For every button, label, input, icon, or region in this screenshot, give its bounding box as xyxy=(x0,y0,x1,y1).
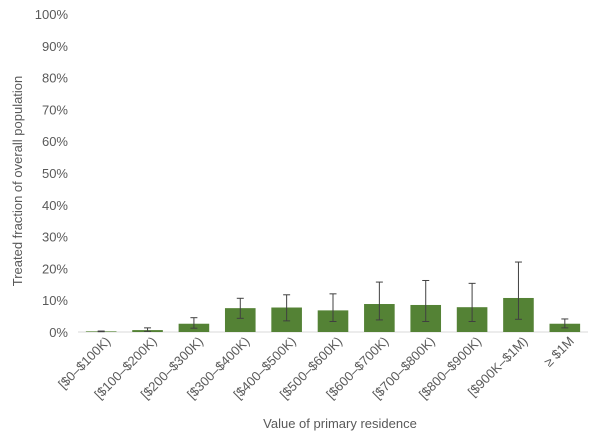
y-axis-title: Treated fraction of overall population xyxy=(10,76,25,287)
error-bar xyxy=(236,297,244,319)
error-bar xyxy=(375,281,383,321)
error-bar xyxy=(190,317,198,329)
bar xyxy=(224,308,256,332)
y-tick-label: 10% xyxy=(42,293,68,308)
x-axis-ticks: [$0–$100K)[$100–$200K)[$200–$300K)[$300–… xyxy=(55,334,577,402)
y-tick-label: 50% xyxy=(42,166,68,181)
error-bar xyxy=(97,330,105,333)
error-bar xyxy=(514,261,522,320)
error-bar xyxy=(283,294,291,322)
y-tick-label: 0% xyxy=(49,325,68,340)
error-bars xyxy=(97,261,569,333)
x-axis-title: Value of primary residence xyxy=(263,416,417,431)
error-bar xyxy=(422,279,430,323)
y-axis-ticks: 0% 10% 20% 30% 40% 50% 60% 70% 80% 90% 100% xyxy=(35,7,69,340)
error-bar xyxy=(561,318,569,329)
y-tick-label: 70% xyxy=(42,102,68,117)
x-tick-label: ≥ $1M xyxy=(541,334,577,370)
error-bar xyxy=(144,327,152,332)
error-bar xyxy=(468,282,476,323)
y-tick-label: 20% xyxy=(42,261,68,276)
error-bar xyxy=(329,293,337,323)
y-tick-label: 90% xyxy=(42,39,68,54)
y-tick-label: 60% xyxy=(42,134,68,149)
y-tick-label: 100% xyxy=(35,7,69,22)
y-tick-label: 30% xyxy=(42,230,68,245)
y-tick-label: 40% xyxy=(42,198,68,213)
y-tick-label: 80% xyxy=(42,71,68,86)
